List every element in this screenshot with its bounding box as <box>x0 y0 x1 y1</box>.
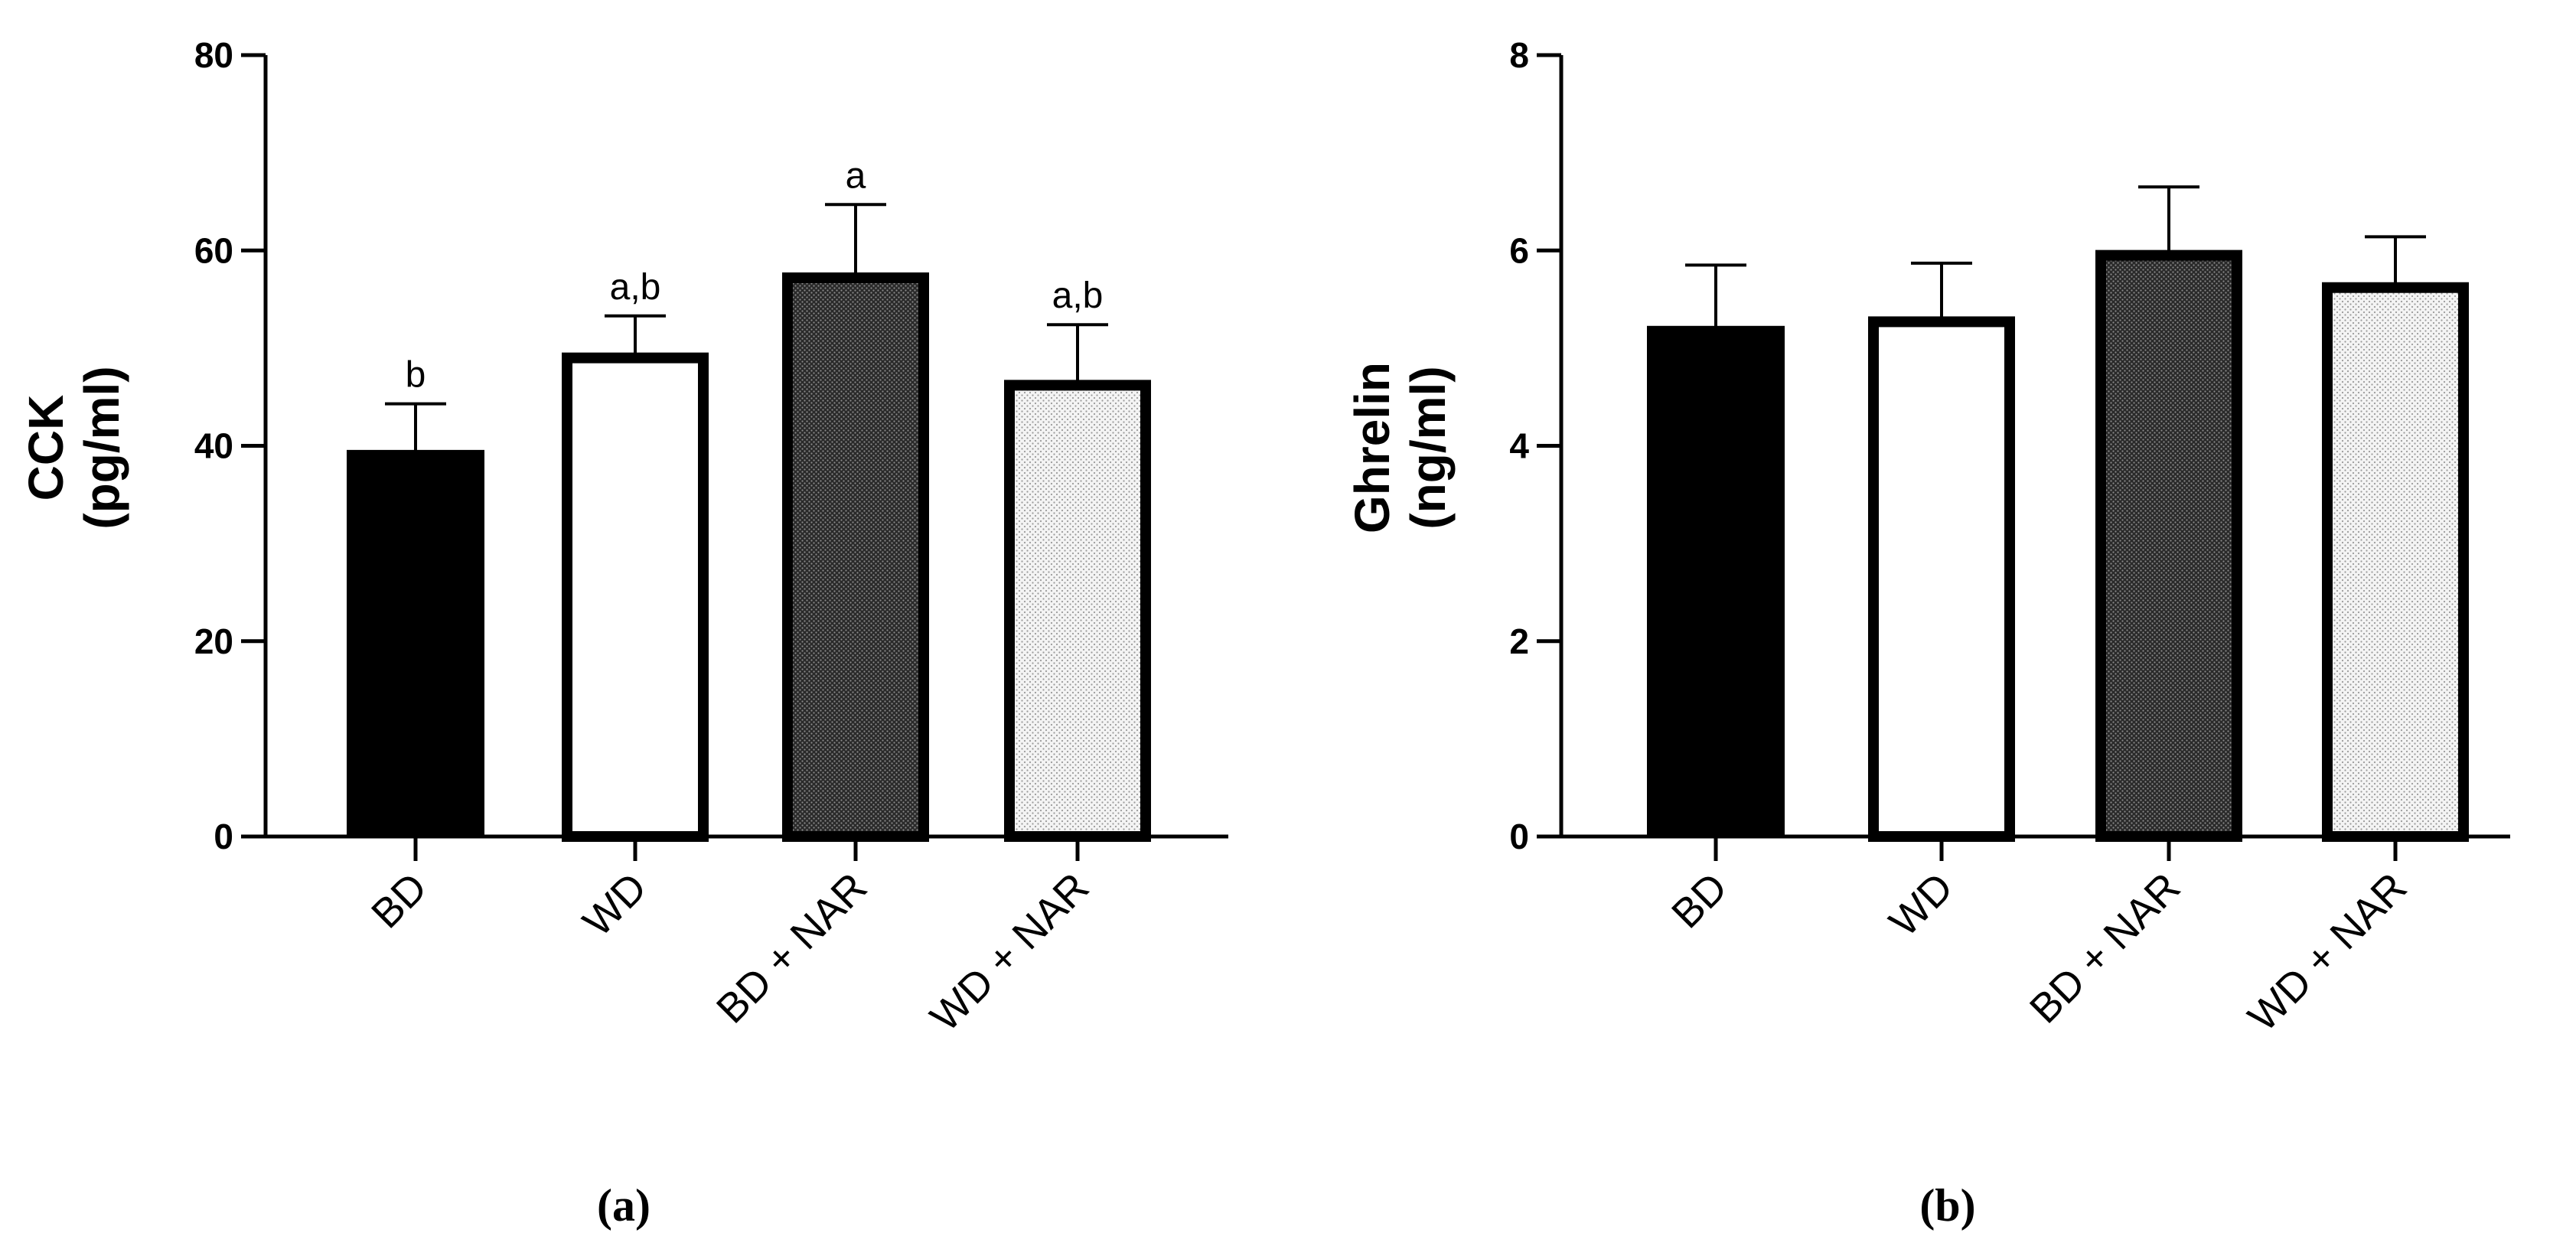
bar <box>2095 249 2242 843</box>
x-tick-label: BD + NAR <box>2021 864 2190 1032</box>
panel-label: (a) <box>597 1180 651 1231</box>
x-tick-label: BD <box>363 864 435 937</box>
y-tick-label: 60 <box>194 230 233 270</box>
x-tick-label: WD <box>574 864 655 945</box>
bar <box>1868 316 2015 842</box>
x-tick-label: WD <box>1880 864 1961 945</box>
x-tick-label: BD <box>1663 864 1736 937</box>
y-tick-label: 0 <box>214 817 233 856</box>
y-axis-title-line2: (pg/ml) <box>74 366 129 529</box>
significance-label: b <box>406 355 426 396</box>
y-axis-title-line1: CCK <box>18 395 73 501</box>
y-tick-label: 2 <box>1509 621 1529 661</box>
bar <box>1004 380 1151 842</box>
y-tick-label: 40 <box>194 426 233 466</box>
y-tick-label: 4 <box>1509 426 1529 466</box>
significance-label: a,b <box>1052 276 1104 316</box>
y-tick-label: 8 <box>1509 35 1529 75</box>
y-tick-label: 80 <box>194 35 233 75</box>
bar <box>562 352 709 842</box>
bar <box>2322 282 2469 842</box>
panel-label: (b) <box>1919 1180 1975 1231</box>
significance-label: a,b <box>610 267 661 308</box>
bar <box>347 449 484 837</box>
chart-panel-b: Ghrelin (ng/ml) (b) 0 2 4 6 8 BD WD BD + NAR WD … <box>1345 35 2510 1231</box>
y-tick-label: 0 <box>1509 817 1529 856</box>
y-tick-label: 6 <box>1509 230 1529 270</box>
x-tick-label: BD + NAR <box>708 864 876 1032</box>
y-axis-title-line1: Ghrelin <box>1345 362 1400 533</box>
significance-label: a <box>846 155 866 196</box>
chart-panel-a: CCK (pg/ml) (a) 0 20 40 60 80 b BD a,b WD a BD + N… <box>18 35 1228 1231</box>
y-tick-label: 20 <box>194 621 233 661</box>
x-tick-label: WD + NAR <box>2239 864 2415 1040</box>
y-axis-title-line2: (ng/ml) <box>1400 366 1456 529</box>
bar <box>1647 325 1785 837</box>
x-tick-label: WD + NAR <box>921 864 1097 1040</box>
bar <box>782 272 929 842</box>
